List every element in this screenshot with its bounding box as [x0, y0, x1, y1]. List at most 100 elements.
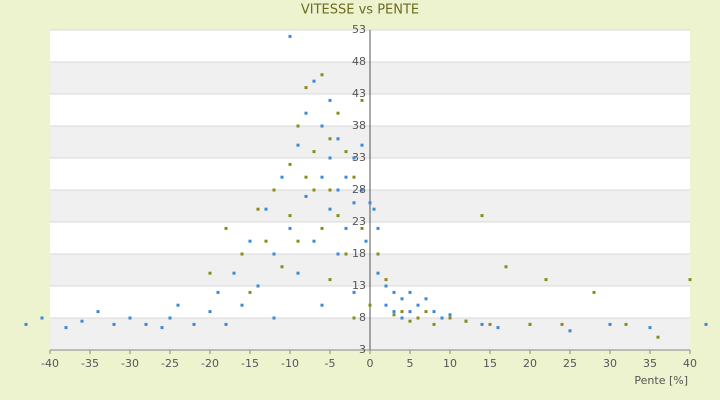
- point: [264, 207, 268, 211]
- y-tick-label: 13: [352, 279, 366, 292]
- point: [336, 214, 340, 218]
- point: [504, 265, 508, 269]
- point: [328, 188, 332, 192]
- point: [312, 188, 316, 192]
- point: [272, 188, 276, 192]
- point: [372, 207, 376, 211]
- point: [344, 175, 348, 179]
- point: [304, 111, 308, 115]
- point: [568, 329, 572, 333]
- point: [208, 271, 212, 275]
- point: [360, 188, 364, 192]
- point: [96, 310, 100, 314]
- point: [296, 143, 300, 147]
- y-tick-label: 28: [352, 183, 366, 196]
- point: [560, 322, 564, 326]
- point: [384, 284, 388, 288]
- y-tick-label: 33: [352, 151, 366, 164]
- point: [344, 252, 348, 256]
- point: [352, 156, 356, 160]
- y-tick-label: 43: [352, 87, 366, 100]
- x-tick-label: 35: [643, 357, 657, 370]
- point: [328, 207, 332, 211]
- point: [360, 143, 364, 147]
- point: [648, 326, 652, 330]
- point: [352, 316, 356, 320]
- point: [392, 310, 396, 314]
- point: [312, 79, 316, 83]
- y-tick-label: 18: [352, 247, 366, 260]
- point: [216, 290, 220, 294]
- point: [160, 326, 164, 330]
- point: [336, 252, 340, 256]
- point: [432, 310, 436, 314]
- point: [288, 34, 292, 38]
- point: [64, 326, 68, 330]
- x-tick-label: -10: [281, 357, 299, 370]
- y-tick-label: 3: [359, 343, 366, 356]
- point: [352, 290, 356, 294]
- point: [208, 310, 212, 314]
- point: [336, 188, 340, 192]
- point: [360, 98, 364, 102]
- point: [312, 150, 316, 154]
- x-tick-label: 5: [407, 357, 414, 370]
- point: [240, 252, 244, 256]
- point: [544, 278, 548, 282]
- y-tick-label: 53: [352, 23, 366, 36]
- point: [320, 226, 324, 230]
- point: [408, 319, 412, 323]
- point: [328, 98, 332, 102]
- point: [224, 226, 228, 230]
- point: [400, 297, 404, 301]
- point: [320, 124, 324, 128]
- point: [656, 335, 660, 339]
- x-tick-label: 0: [367, 357, 374, 370]
- point: [704, 322, 708, 326]
- point: [376, 252, 380, 256]
- point: [272, 316, 276, 320]
- x-tick-label: -20: [201, 357, 219, 370]
- point: [400, 316, 404, 320]
- point: [448, 316, 452, 320]
- x-tick-label: 15: [483, 357, 497, 370]
- x-tick-label: -15: [241, 357, 259, 370]
- x-tick-label: 10: [443, 357, 457, 370]
- point: [432, 322, 436, 326]
- point: [296, 239, 300, 243]
- point: [424, 310, 428, 314]
- y-tick-label: 8: [359, 311, 366, 324]
- point: [360, 226, 364, 230]
- point: [344, 226, 348, 230]
- point: [320, 73, 324, 77]
- point: [528, 322, 532, 326]
- point: [408, 290, 412, 294]
- point: [352, 201, 356, 205]
- point: [272, 252, 276, 256]
- point: [192, 322, 196, 326]
- point: [392, 313, 396, 317]
- point: [288, 226, 292, 230]
- point: [320, 303, 324, 307]
- point: [480, 322, 484, 326]
- point: [328, 278, 332, 282]
- point: [496, 326, 500, 330]
- chart-title: VITESSE vs PENTE: [301, 3, 419, 18]
- point: [144, 322, 148, 326]
- point: [592, 290, 596, 294]
- point: [416, 316, 420, 320]
- point: [368, 303, 372, 307]
- x-tick-label: -25: [161, 357, 179, 370]
- x-axis-label: Pente [%]: [634, 374, 688, 387]
- y-tick-label: 38: [352, 119, 366, 132]
- point: [304, 86, 308, 90]
- point: [392, 290, 396, 294]
- point: [256, 284, 260, 288]
- point: [168, 316, 172, 320]
- point: [224, 322, 228, 326]
- point: [280, 265, 284, 269]
- point: [304, 194, 308, 198]
- point: [296, 124, 300, 128]
- point: [488, 322, 492, 326]
- point: [232, 271, 236, 275]
